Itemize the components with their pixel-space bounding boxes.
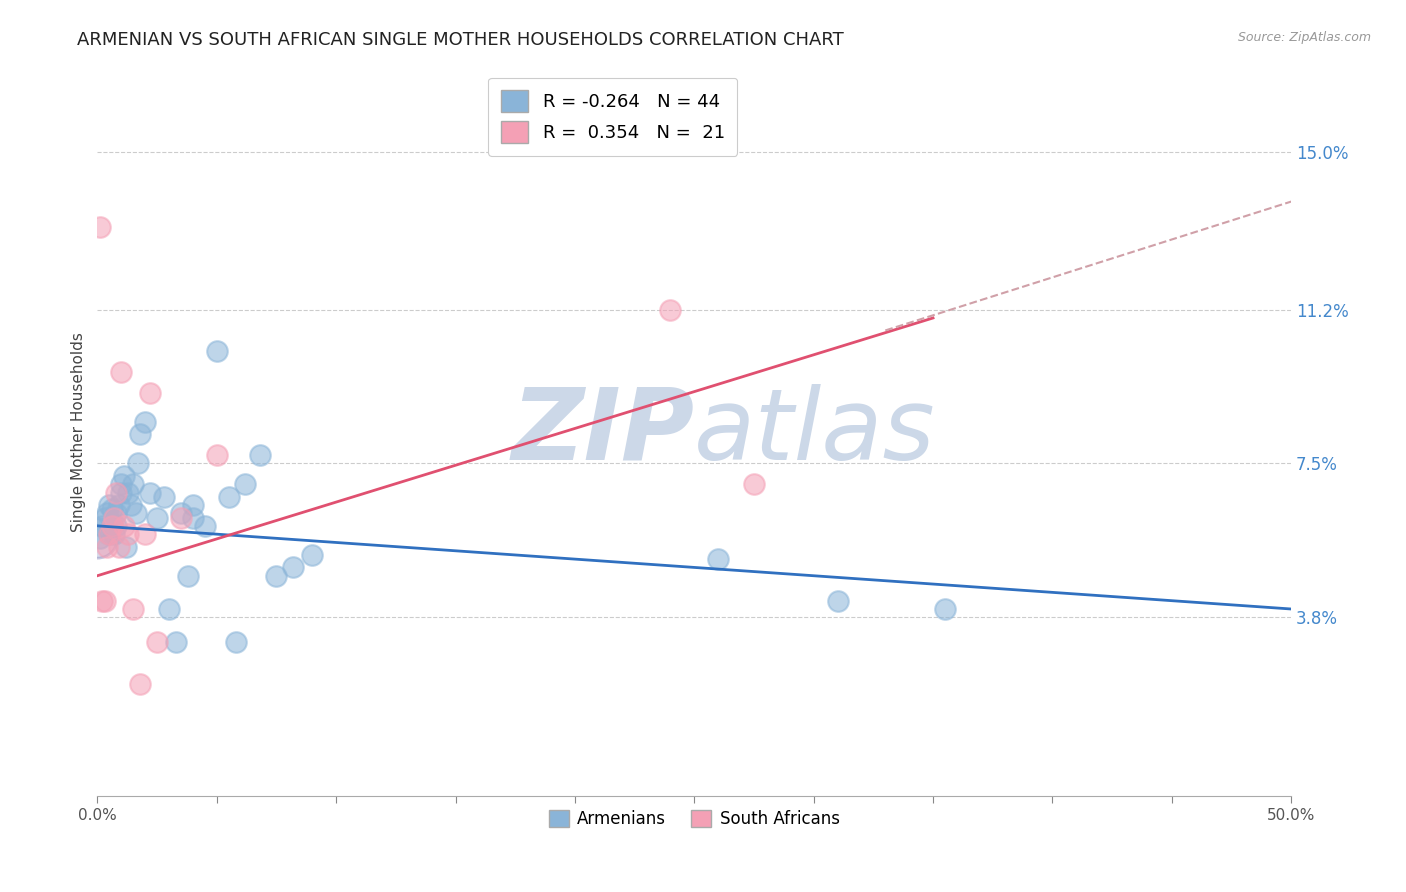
Legend: Armenians, South Africans: Armenians, South Africans (543, 804, 846, 835)
Point (139, 485, 162, 500)
Point (110, 485, 132, 500)
Point (235, 477, 257, 491)
Point (98, 527, 121, 541)
Point (934, 602, 956, 616)
Point (146, 635, 169, 649)
Point (117, 527, 139, 541)
Point (134, 415, 156, 429)
Point (124, 507, 146, 521)
Point (105, 519, 128, 533)
Point (110, 477, 132, 491)
Point (120, 498, 142, 512)
Point (134, 527, 156, 541)
Point (98, 527, 121, 541)
Text: ARMENIAN VS SOUTH AFRICAN SINGLE MOTHER HOUSEHOLDS CORRELATION CHART: ARMENIAN VS SOUTH AFRICAN SINGLE MOTHER … (77, 31, 844, 49)
Point (100, 519, 122, 533)
Point (129, 677, 152, 691)
Point (225, 635, 247, 649)
Point (281, 560, 304, 574)
Point (205, 344, 228, 359)
Point (100, 519, 122, 533)
Point (105, 485, 128, 500)
Point (127, 457, 149, 471)
Point (266, 568, 288, 582)
Point (742, 477, 765, 491)
Point (122, 602, 145, 616)
Point (115, 540, 138, 554)
Point (93, 510, 115, 524)
Y-axis label: Single Mother Households: Single Mother Households (72, 333, 86, 533)
Point (103, 527, 125, 541)
Point (93, 593, 115, 607)
Point (659, 302, 682, 317)
Point (117, 485, 139, 500)
Point (122, 477, 145, 491)
Point (89, 531, 111, 545)
Point (139, 385, 162, 400)
Point (103, 510, 125, 524)
Point (249, 448, 271, 462)
Point (91, 519, 114, 533)
Point (100, 502, 122, 516)
Point (194, 519, 217, 533)
Point (108, 498, 131, 512)
Point (707, 552, 730, 566)
Point (105, 507, 128, 521)
Point (301, 548, 323, 562)
Point (112, 469, 135, 483)
Point (165, 635, 187, 649)
Point (181, 510, 204, 524)
Point (89, 219, 111, 234)
Point (86, 531, 108, 545)
Point (181, 498, 204, 512)
Text: atlas: atlas (695, 384, 936, 481)
Point (157, 602, 180, 616)
Point (205, 448, 228, 462)
Point (110, 365, 132, 379)
Point (91, 593, 114, 607)
Point (96, 540, 118, 554)
Point (108, 540, 131, 554)
Point (98, 498, 121, 512)
Point (177, 568, 200, 582)
Point (129, 427, 152, 442)
Point (112, 519, 135, 533)
Point (153, 490, 176, 504)
Point (96, 507, 118, 521)
Point (170, 507, 193, 521)
Point (218, 490, 240, 504)
Point (146, 510, 169, 524)
Point (170, 510, 193, 524)
Text: ZIP: ZIP (512, 384, 695, 481)
Point (827, 593, 849, 607)
Text: Source: ZipAtlas.com: Source: ZipAtlas.com (1237, 31, 1371, 45)
